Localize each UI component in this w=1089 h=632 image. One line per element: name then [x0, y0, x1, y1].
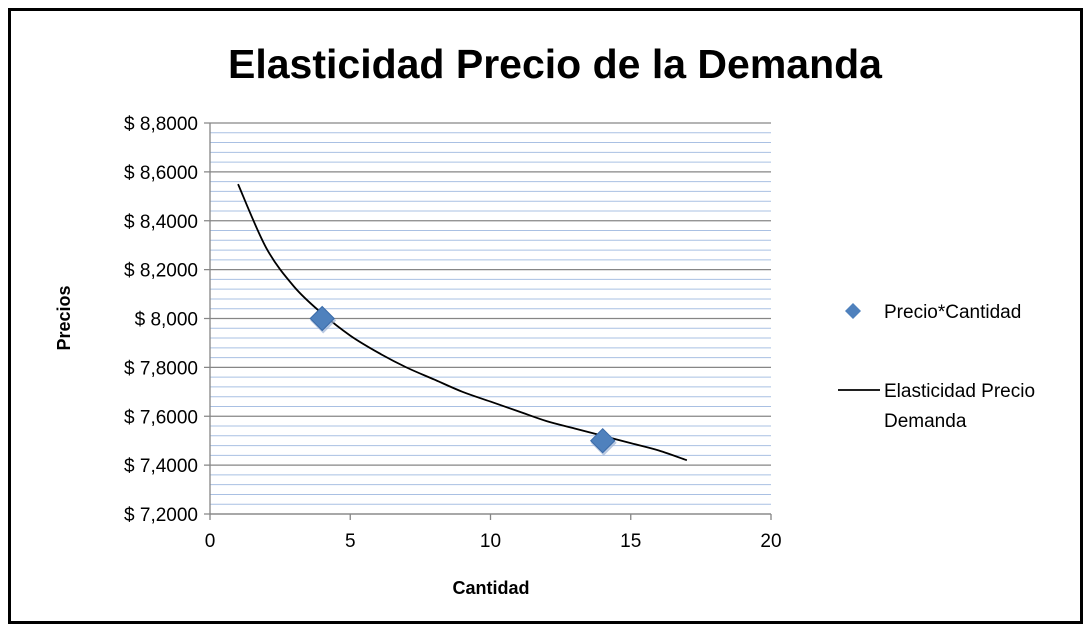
y-tick-label: $ 7,2000: [124, 505, 198, 526]
scatter-point: [589, 427, 616, 454]
series-line-elasticidad: [237, 183, 688, 462]
y-tick-label: $ 8,4000: [124, 212, 198, 233]
y-tick-label: $ 7,6000: [124, 407, 198, 428]
legend-label-precio-cantidad: Precio*Cantidad: [884, 302, 1021, 323]
legend-marker-diamond: [845, 303, 861, 319]
legend: Precio*Cantidad Elasticidad Precio Demanda: [838, 302, 1035, 432]
x-tick-label: 0: [205, 531, 216, 552]
scatter-point: [309, 305, 335, 332]
legend-label-elasticidad: Demanda: [884, 411, 967, 432]
y-tick-label: $ 8,2000: [124, 261, 198, 282]
y-tick-label: $ 7,4000: [124, 456, 198, 477]
plot-area: $ 7,2000 $ 7,4000 $ 7,6000 $ 7,8000 $ 8,000 $…: [124, 114, 782, 552]
y-axis-title: Precios: [54, 285, 74, 350]
x-tick-label: 15: [620, 531, 641, 552]
x-tick-label: 10: [480, 531, 501, 552]
legend-label-elasticidad: Elasticidad Precio: [884, 381, 1035, 402]
chart-frame: [8, 8, 1083, 624]
x-tick-label: 20: [760, 531, 781, 552]
chart-title: Elasticidad Precio de la Demanda: [228, 41, 883, 87]
y-tick-label: $ 8,000: [135, 310, 198, 331]
x-axis-title: Cantidad: [452, 578, 529, 598]
x-tick-label: 5: [345, 531, 356, 552]
y-tick-label: $ 8,6000: [124, 163, 198, 184]
y-tick-label: $ 8,8000: [124, 114, 198, 135]
y-tick-label: $ 7,8000: [124, 358, 198, 379]
